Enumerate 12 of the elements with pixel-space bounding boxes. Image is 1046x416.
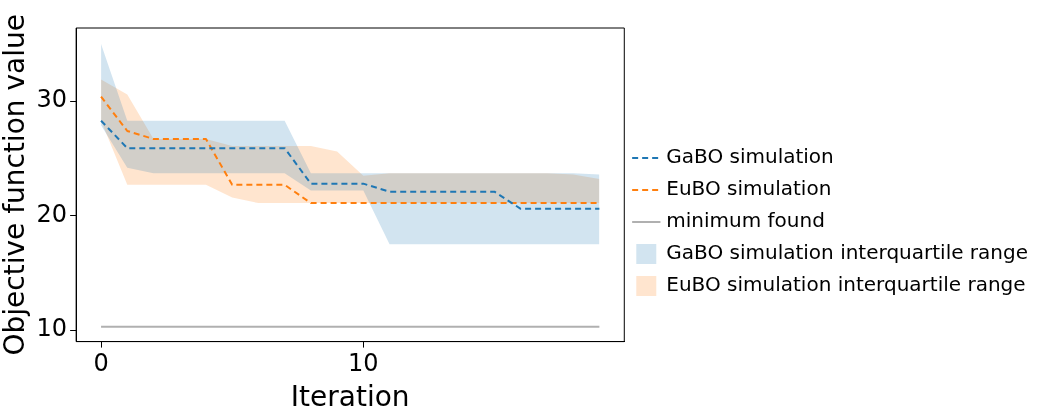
line-series [100, 119, 601, 210]
legend-label: EuBO simulation interquartile range [666, 272, 1026, 297]
x-tick-label: 0 [93, 349, 109, 378]
y-tick-label: 10 [36, 314, 68, 343]
y-tick-label: 20 [36, 199, 68, 228]
x-axis-title: Iteration [290, 380, 410, 414]
legend-label: GaBO simulation interquartile range [666, 240, 1029, 265]
legend-label: GaBO simulation [666, 144, 834, 169]
y-axis-title: Objective function value [0, 14, 32, 356]
legend-label: EuBO simulation [666, 176, 832, 201]
y-tick-label: 30 [36, 85, 68, 114]
legend-label: minimum found [666, 208, 825, 233]
